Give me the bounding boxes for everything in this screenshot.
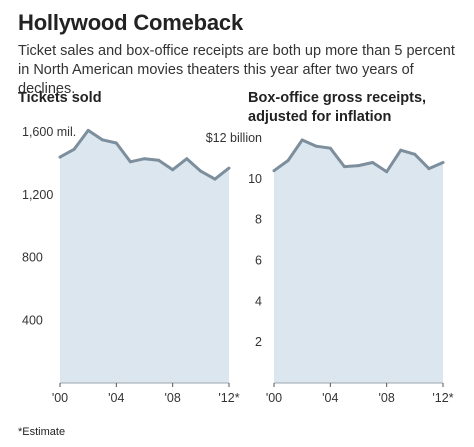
data-point <box>213 177 217 181</box>
y-tick-label: 10 <box>248 172 262 186</box>
x-tick-label: '00 <box>52 391 68 405</box>
chart-title-line-2: adjusted for inflation <box>248 109 391 125</box>
data-point <box>185 157 189 161</box>
data-point <box>157 158 161 162</box>
x-tick-label: '04 <box>108 391 124 405</box>
data-point <box>441 161 445 164</box>
footnote: *Estimate <box>18 426 66 438</box>
y-tick-label: 800 <box>22 251 43 265</box>
y-tick-label: 6 <box>255 254 262 268</box>
data-point <box>286 159 290 162</box>
data-point <box>171 168 175 172</box>
area-fill <box>60 130 229 383</box>
x-tick-label: '12* <box>218 391 239 405</box>
data-point <box>272 169 276 173</box>
y-tick-label: 2 <box>255 335 262 349</box>
data-point <box>128 160 132 164</box>
y-tick-label: 1,600 mil. <box>22 125 76 139</box>
data-point <box>300 138 304 142</box>
data-point <box>72 147 76 151</box>
data-point <box>100 138 104 142</box>
data-point <box>114 141 118 145</box>
data-point <box>314 144 318 148</box>
data-point <box>385 170 389 174</box>
data-point <box>328 146 332 150</box>
area-fill <box>274 140 443 383</box>
data-point <box>399 148 403 152</box>
data-point <box>413 152 417 156</box>
chart-title: Tickets sold <box>18 90 102 106</box>
x-tick-label: '04 <box>322 391 338 405</box>
tickets-sold-chart: Tickets sold '00 '04 '08 '12* 400 800 1,200 1,6… <box>18 90 240 405</box>
x-tick-label: '08 <box>165 391 181 405</box>
y-tick-label: 8 <box>255 213 262 227</box>
x-tick-label: '12* <box>432 391 453 405</box>
y-tick-label: 1,200 <box>22 188 53 202</box>
data-point <box>371 161 375 164</box>
data-point <box>86 128 90 132</box>
page-title: Hollywood Comeback <box>18 10 243 35</box>
data-point <box>58 155 62 159</box>
data-point <box>427 167 431 171</box>
data-point <box>143 157 146 161</box>
chart-title-line-1: Box-office gross receipts, <box>248 90 426 106</box>
x-tick-label: '00 <box>266 391 282 405</box>
data-point <box>342 165 346 169</box>
y-tick-label: $12 billion <box>206 131 262 145</box>
data-point <box>227 166 231 170</box>
data-point <box>357 164 360 168</box>
chart-title: Box-office gross receipts, adjusted for … <box>248 90 430 125</box>
page-subtitle: Ticket sales and box-office receipts are… <box>18 43 455 97</box>
data-point <box>199 169 203 173</box>
x-tick-label: '08 <box>379 391 395 405</box>
y-tick-label: 400 <box>22 313 43 327</box>
box-office-receipts-chart: Box-office gross receipts, adjusted for … <box>206 90 454 405</box>
y-tick-label: 4 <box>255 294 262 308</box>
